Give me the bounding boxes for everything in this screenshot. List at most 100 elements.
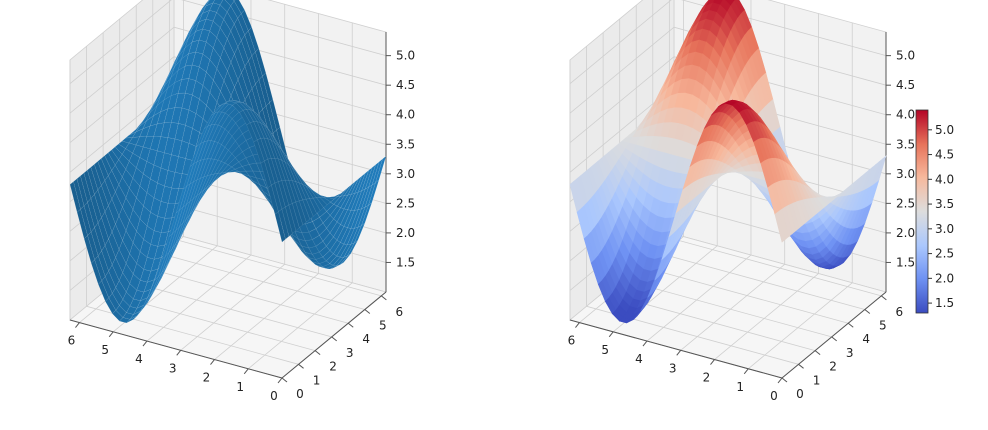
surface-patch	[199, 53, 211, 73]
z-tick-label: 1.5	[396, 255, 415, 269]
surface-patch	[336, 187, 349, 197]
surface-patch	[242, 102, 254, 112]
surface-patch	[168, 209, 180, 238]
y-tick-mark	[847, 322, 854, 328]
z-tick-label: 4.0	[896, 108, 915, 122]
colorbar-tick-label: 2.0	[935, 271, 954, 285]
surface-patch	[329, 264, 341, 270]
surface-patch	[364, 164, 376, 190]
surface-patch	[332, 256, 345, 266]
y-tick-label: 2	[829, 360, 837, 374]
y-tick-label: 3	[846, 346, 854, 360]
z-tick-label: 3.0	[896, 167, 915, 181]
surface-patch	[241, 164, 254, 172]
z-tick-label: 3.0	[396, 167, 415, 181]
surface-patch	[246, 109, 258, 122]
surface-patch	[126, 315, 138, 324]
surface-patch	[234, 166, 247, 172]
surface-patch	[350, 176, 362, 195]
surface-patch	[361, 184, 373, 210]
surface-patch	[200, 140, 212, 161]
y-tick-label: 1	[813, 373, 821, 387]
surface-patch	[281, 206, 293, 237]
surface-patch	[139, 205, 151, 227]
surface-patch	[281, 159, 293, 181]
x-tick-label: 5	[601, 343, 609, 357]
surface-patch	[242, 147, 254, 159]
z-tick-label: 2.0	[896, 226, 915, 240]
z-tick-label: 4.0	[396, 108, 415, 122]
x-tick-mark	[575, 322, 580, 328]
x-tick-label: 0	[770, 389, 778, 403]
surface-patch	[343, 227, 355, 245]
surface-patch	[164, 137, 176, 155]
y-tick-label: 5	[879, 319, 887, 333]
surface-patch	[132, 230, 144, 253]
surface-patch	[295, 171, 307, 187]
surface-patch	[135, 120, 147, 133]
surface-patch	[218, 100, 230, 107]
surface-patch	[182, 181, 194, 208]
surface-patch	[298, 174, 310, 189]
x-tick-mark	[676, 349, 682, 356]
surface-patch	[274, 142, 286, 163]
surface-patch	[298, 199, 310, 223]
surface-patch	[297, 238, 310, 249]
surface-patch	[168, 226, 180, 253]
surface-patch	[195, 98, 207, 120]
surface-patch	[217, 146, 229, 162]
y-tick-mark	[781, 377, 788, 383]
surface-patch	[347, 209, 359, 229]
surface-patch	[297, 246, 309, 258]
x-tick-mark	[642, 340, 648, 347]
x-tick-mark	[210, 359, 215, 365]
x-tick-mark	[710, 359, 715, 365]
surface-patch	[274, 211, 286, 243]
surface-patch	[203, 181, 215, 196]
surface-patch	[132, 263, 144, 281]
surface-patch	[203, 158, 215, 178]
surface-patch	[220, 18, 232, 40]
x-tick-mark	[176, 349, 182, 356]
y-axis-line	[781, 291, 887, 379]
x-tick-label: 2	[703, 371, 711, 385]
surface-patch	[213, 36, 225, 59]
surface-patch	[343, 181, 355, 196]
surface-patch	[182, 209, 194, 233]
surface-patch	[185, 78, 197, 96]
surface-patch	[182, 163, 194, 190]
surface-patch	[361, 166, 373, 192]
surface-patch	[154, 267, 166, 290]
y-axis-line	[281, 291, 387, 379]
surface-patch	[192, 51, 204, 68]
surface-patch	[325, 253, 338, 264]
surface-patch	[135, 136, 147, 148]
x-tick-mark	[243, 368, 249, 375]
surface-patch	[210, 111, 223, 126]
surface-patch	[219, 0, 231, 13]
surface-patch	[146, 244, 158, 260]
y-tick-mark	[331, 336, 337, 342]
colorbar-gradient	[915, 109, 929, 314]
surface-patch	[288, 179, 300, 203]
surface-patch	[207, 111, 219, 127]
surface-patch	[213, 161, 226, 175]
surface-patch	[210, 124, 222, 142]
z-tick-label: 2.5	[896, 196, 915, 210]
surface-patch	[357, 204, 369, 228]
y-tick-label: 4	[362, 332, 370, 346]
surface-patch	[305, 198, 317, 217]
colorbar: 1.5 2.0 2.5 3.0 3.5 4.0 4.5 5.0	[915, 109, 954, 314]
x-tick-mark	[777, 377, 783, 384]
surface-patch	[253, 111, 265, 126]
surface-patch	[189, 177, 201, 203]
y-tick-mark	[298, 363, 304, 369]
colorbar-tick-label: 4.5	[935, 148, 954, 162]
surface-patch	[309, 197, 321, 214]
surface-patch	[196, 175, 208, 197]
surface-patch	[256, 121, 268, 139]
surface-patch	[295, 200, 307, 226]
surface-patch	[210, 159, 222, 175]
